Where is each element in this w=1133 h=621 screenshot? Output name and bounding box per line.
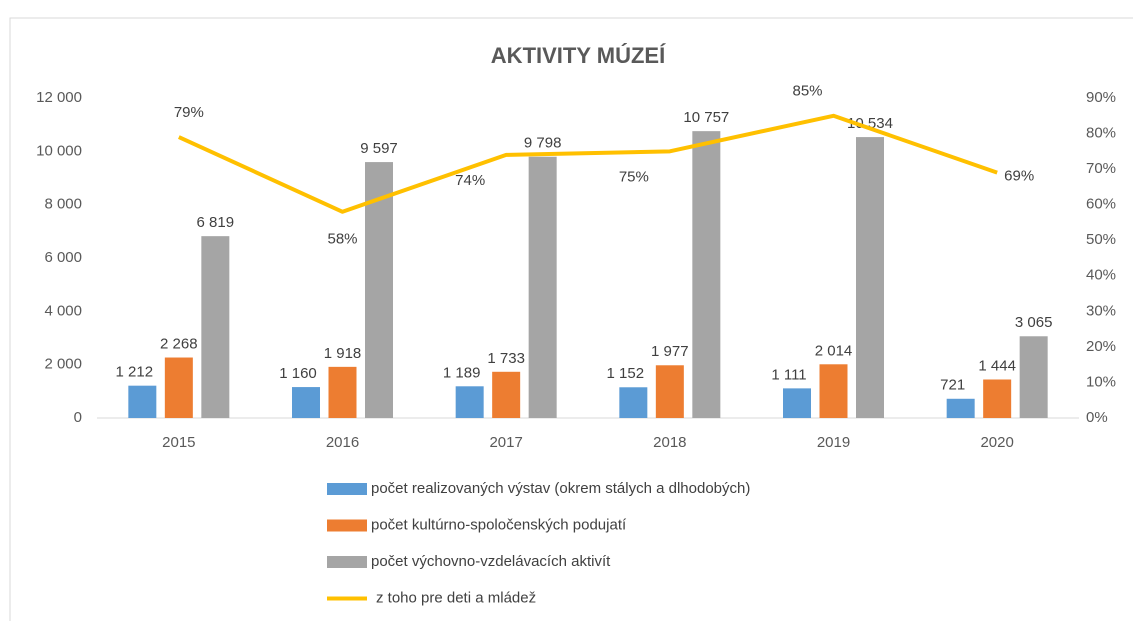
bar [492,371,521,418]
bar [201,236,230,418]
x-tick-label: 2015 [162,434,195,451]
data-label: 1 444 [978,357,1016,374]
bar [783,388,811,418]
data-label: 9 798 [524,135,562,152]
data-label: 10 757 [683,109,729,126]
data-label: 69% [1004,168,1034,185]
data-label: 6 819 [197,214,235,231]
legend-swatch [327,519,367,532]
data-label: 1 152 [607,365,645,382]
bar [983,379,1012,418]
data-label: 9 597 [360,140,398,157]
y-tick-label: 2 000 [44,356,82,373]
y2-tick-label: 70% [1086,160,1116,177]
data-label: 1 189 [443,364,481,381]
data-label: 1 733 [487,350,525,367]
x-tick-label: 2020 [980,434,1013,451]
y2-tick-label: 90% [1086,89,1116,106]
legend-swatch [327,483,367,495]
bar [655,365,684,418]
bar [128,385,157,418]
data-label: 1 160 [279,365,317,382]
x-tick-label: 2017 [489,434,522,451]
bar [946,398,975,418]
bar [819,364,848,418]
x-tick-label: 2019 [817,434,850,451]
y-tick-label: 4 000 [44,302,82,319]
bar [528,156,557,418]
y2-tick-label: 50% [1086,231,1116,248]
y-tick-label: 10 000 [36,142,82,159]
data-label: 1 977 [651,343,689,360]
data-label: 1 212 [116,364,154,381]
data-label: 85% [792,83,822,100]
data-label: 75% [619,168,649,185]
line-series [178,113,998,214]
y-tick-label: 6 000 [44,249,82,266]
y2-tick-label: 80% [1086,125,1116,142]
data-label: 2 014 [815,342,853,359]
data-label: 74% [455,172,485,189]
y-tick-label: 0 [74,409,82,426]
legend-label: z toho pre deti a mládež [376,589,536,606]
y-tick-label: 8 000 [44,196,82,213]
data-label: 721 [940,377,965,394]
x-tick-label: 2016 [326,434,359,451]
legend-label: počet realizovaných výstav (okrem stályc… [371,480,750,497]
x-tick-label: 2018 [653,434,686,451]
y2-tick-label: 10% [1086,373,1116,390]
data-label: 58% [327,231,357,248]
y2-tick-label: 40% [1086,267,1116,284]
y2-tick-label: 30% [1086,302,1116,319]
bar [365,162,393,418]
y2-tick-label: 20% [1086,338,1116,355]
data-label: 2 268 [160,335,198,352]
bar [455,386,484,418]
y-tick-label: 12 000 [36,89,82,106]
y2-tick-label: 0% [1086,409,1108,426]
bar [328,366,357,418]
bar [164,357,193,418]
data-label: 1 918 [324,345,362,362]
data-label: 79% [174,104,204,121]
chart-border [9,17,1133,621]
bar [292,387,320,418]
data-label: 10 534 [847,115,893,132]
bar [692,131,721,418]
legend-label: počet kultúrno-spoločenských podujatí [371,516,627,533]
chart-title: AKTIVITY MÚZEÍ [491,43,666,68]
bar [856,137,884,419]
data-label: 1 111 [771,366,806,383]
bar [1019,336,1048,418]
legend-swatch [327,556,367,568]
bar [619,387,648,418]
legend-label: počet výchovno-vzdelávacích aktivít [371,553,611,570]
y2-tick-label: 60% [1086,196,1116,213]
data-label: 3 065 [1015,314,1053,331]
